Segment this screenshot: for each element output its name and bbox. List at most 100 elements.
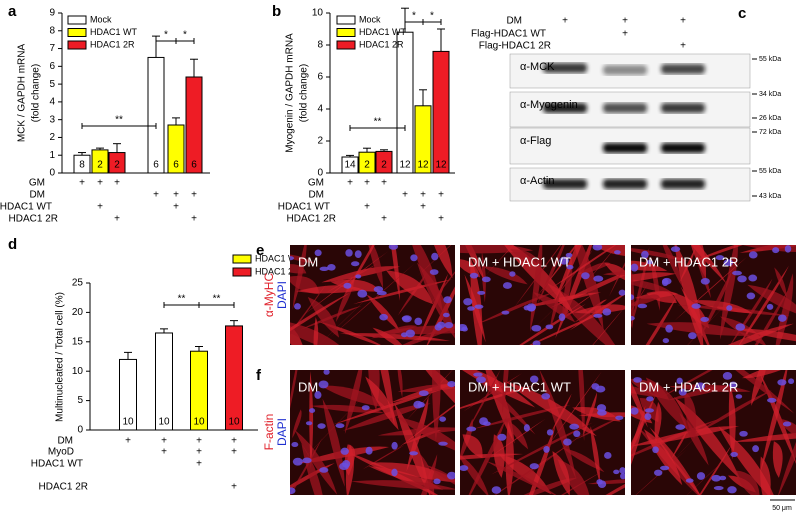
nucleus xyxy=(292,457,303,466)
cell xyxy=(403,269,427,293)
scale-bar-label: 50 μm xyxy=(772,505,792,512)
cell xyxy=(365,376,399,431)
nucleus xyxy=(593,313,603,318)
cell xyxy=(366,294,401,332)
nucleus xyxy=(442,312,450,318)
bar xyxy=(396,31,414,174)
nucleus xyxy=(581,272,590,280)
nucleus xyxy=(772,247,780,254)
condition-mark: + xyxy=(381,214,387,225)
cell xyxy=(718,426,774,495)
condition-mark: + xyxy=(97,202,103,213)
micrograph-label: DM + HDAC1 WT xyxy=(468,254,571,269)
cell xyxy=(561,471,603,495)
nucleus xyxy=(546,429,554,436)
cell xyxy=(576,419,616,440)
sig-label: * xyxy=(183,30,187,41)
micrograph: DM + HDAC1 WT xyxy=(460,245,625,345)
condition-mark: + xyxy=(196,459,202,470)
nucleus xyxy=(354,250,362,258)
nucleus xyxy=(497,433,507,441)
nucleus xyxy=(491,486,502,494)
nucleus xyxy=(726,305,733,311)
nucleus xyxy=(737,275,747,283)
nucleus xyxy=(483,421,491,426)
nucleus xyxy=(644,408,655,413)
blot-header: DM xyxy=(506,16,522,27)
y-axis-label: MCK / GAPDH mRNA xyxy=(17,44,28,143)
condition-mark: + xyxy=(231,447,237,458)
cell xyxy=(322,398,345,487)
micrograph-label: DM xyxy=(298,379,318,394)
nucleus xyxy=(676,377,683,385)
nucleus xyxy=(529,463,539,470)
cell xyxy=(684,391,697,439)
cell xyxy=(386,270,434,305)
cell xyxy=(328,262,416,339)
y-tick-label: 2 xyxy=(49,132,55,143)
condition-mark: + xyxy=(196,436,202,447)
condition-mark: + xyxy=(381,178,387,189)
nucleus xyxy=(410,254,418,262)
micrograph-label: DM + HDAC1 2R xyxy=(639,254,738,269)
cell xyxy=(309,371,314,470)
nucleus xyxy=(730,451,738,458)
micrograph: DM + HDAC1 2R xyxy=(631,370,796,495)
cell xyxy=(537,245,565,305)
nucleus xyxy=(523,424,530,432)
nucleus xyxy=(339,462,349,471)
blot-band xyxy=(661,179,705,189)
cell xyxy=(460,453,524,460)
nucleus xyxy=(443,296,452,304)
nucleus xyxy=(602,308,612,316)
cell xyxy=(658,370,713,400)
blot-band xyxy=(543,63,587,73)
cell xyxy=(396,404,455,450)
condition-mark: + xyxy=(161,436,167,447)
nucleus xyxy=(469,272,479,279)
y-tick-label: 0 xyxy=(49,168,55,179)
blot-band xyxy=(661,143,705,153)
nucleus xyxy=(429,269,439,275)
nucleus xyxy=(735,394,743,399)
cell xyxy=(313,317,319,345)
nucleus xyxy=(529,375,539,384)
nucleus xyxy=(660,465,670,471)
condition-mark: + xyxy=(114,178,120,189)
stain-label: α-MyHC xyxy=(262,273,276,318)
nucleus xyxy=(343,282,352,289)
condition-mark: + xyxy=(402,190,408,201)
nucleus xyxy=(509,271,516,277)
blot-label: α-MCK xyxy=(520,61,555,73)
nucleus xyxy=(662,338,670,344)
legend-swatch xyxy=(67,28,87,37)
n-label: 12 xyxy=(399,160,411,171)
cell xyxy=(464,274,486,343)
cell xyxy=(643,429,683,486)
nucleus xyxy=(739,430,748,437)
cell xyxy=(554,245,582,302)
cell xyxy=(524,267,597,338)
nucleus xyxy=(700,316,710,322)
y-tick-label: 15 xyxy=(72,336,84,347)
sig-label: ** xyxy=(178,294,186,305)
n-label: 2 xyxy=(364,160,370,171)
cell xyxy=(727,323,794,345)
cell xyxy=(631,260,668,271)
nucleus xyxy=(619,467,625,474)
nucleus xyxy=(719,475,727,481)
y-tick-label: 7 xyxy=(49,43,55,54)
blot-mark: + xyxy=(680,16,686,27)
nucleus xyxy=(501,310,510,315)
cell xyxy=(754,288,789,345)
blot-band xyxy=(543,103,587,113)
cell xyxy=(368,245,384,289)
nucleus xyxy=(595,385,606,393)
cell xyxy=(301,443,323,495)
y-tick-label: 10 xyxy=(312,8,324,19)
kda-label: 26 kDa xyxy=(759,115,781,122)
nucleus xyxy=(351,261,360,267)
legend-swatch xyxy=(232,267,252,277)
cell xyxy=(747,284,796,314)
